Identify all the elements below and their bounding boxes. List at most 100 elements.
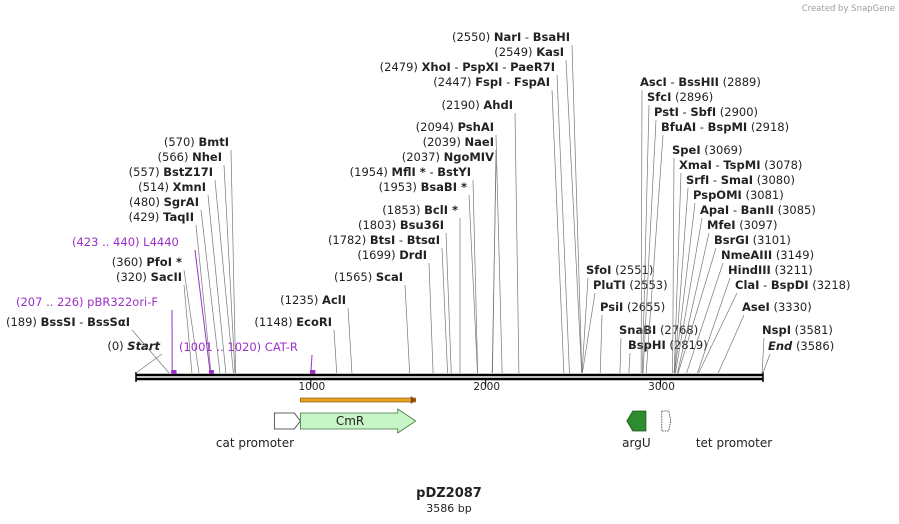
enzyme-site-ahdi[interactable]: (2190) AhdI	[441, 98, 520, 374]
site-connector	[677, 247, 717, 374]
enzyme-site-naei[interactable]: (2039) NaeI	[423, 135, 497, 374]
feature-tet-promoter[interactable]: tet promoter	[661, 410, 772, 450]
site-label: PsiI (2655)	[600, 300, 665, 314]
enzyme-site-snabi[interactable]: SnaBI (2768)	[619, 323, 698, 374]
enzyme-site-asei[interactable]: AseI (3330)	[717, 300, 812, 374]
site-label: BsrGI (3101)	[714, 233, 791, 247]
site-label: (557) BstZ17I	[129, 165, 213, 179]
site-position: (2768)	[660, 323, 698, 337]
feature-cmr[interactable]: CmR	[299, 408, 417, 434]
scale-tick-label: 2000	[473, 381, 500, 393]
site-connector	[230, 149, 237, 374]
orf-bar[interactable]	[300, 397, 417, 403]
feature-arrow	[273, 412, 301, 430]
primer-connector	[194, 249, 211, 372]
enzyme-site-acli[interactable]: (1235) AclI	[280, 293, 353, 374]
site-enzyme-name: PaeR7I	[510, 60, 555, 74]
site-connector	[514, 112, 520, 374]
site-label: SfoI (2551)	[586, 263, 653, 277]
enzyme-site-bstz17i[interactable]: (557) BstZ17I	[129, 165, 234, 374]
enzyme-site-bsrgi[interactable]: BsrGI (3101)	[677, 233, 791, 374]
enzyme-site-xmni[interactable]: (514) XmnI	[138, 180, 227, 374]
enzyme-site-ecori[interactable]: (1148) EcoRI	[254, 315, 338, 374]
enzyme-site-srfi[interactable]: SrfI - SmaI (3080)	[674, 173, 795, 374]
enzyme-site-xmai[interactable]: XmaI - TspMI (3078)	[673, 158, 802, 374]
site-enzyme-name: BsrGI	[714, 233, 749, 247]
site-label: AseI (3330)	[742, 300, 812, 314]
site-connector	[628, 352, 631, 374]
enzyme-site-bfuai[interactable]: BfuAI - BspMI (2918)	[645, 120, 789, 374]
enzyme-site-sfci[interactable]: SfcI (2896)	[642, 90, 713, 374]
enzyme-site-mfei[interactable]: MfeI (3097)	[677, 218, 778, 374]
site-enzyme-name: SbfI	[690, 105, 716, 119]
enzyme-site-sfoi[interactable]: SfoI (2551)	[581, 263, 653, 374]
enzyme-site-pspomi[interactable]: PspOMI (3081)	[674, 188, 784, 374]
primer-cat-r[interactable]: (1001 .. 1020) CAT-R	[179, 340, 316, 374]
enzyme-site-scai[interactable]: (1565) ScaI	[334, 270, 410, 374]
enzyme-site-apai[interactable]: ApaI - BanII (3085)	[675, 203, 816, 374]
site-connector	[468, 194, 478, 374]
enzyme-site-nspi[interactable]: NspI (3581)	[761, 323, 833, 374]
site-enzyme-name: MflI *	[392, 165, 426, 179]
enzyme-site-btsi[interactable]: (1782) BtsI - BtsαI	[328, 233, 448, 374]
enzyme-site-kasi[interactable]: (2549) KasI	[494, 45, 583, 374]
enzyme-site-sgrai[interactable]: (480) SgrAI	[129, 195, 221, 374]
site-position: (3069)	[704, 143, 742, 157]
primer-l4440[interactable]: (423 .. 440) L4440	[72, 235, 214, 374]
site-label: (566) NheI	[158, 150, 222, 164]
site-position: (3101)	[753, 233, 791, 247]
enzyme-site-bcli[interactable]: (1853) BclI *	[382, 203, 461, 374]
site-enzyme-name: PsiI	[600, 300, 623, 314]
primer-bar	[171, 370, 177, 374]
enzyme-site-nmeaiii[interactable]: NmeAIII (3149)	[686, 248, 814, 374]
primer-pbr322ori-f[interactable]: (207 .. 226) pBR322ori-F	[16, 295, 177, 374]
site-label: BspHI (2819)	[628, 338, 708, 352]
enzyme-site-hindiii[interactable]: HindIII (3211)	[697, 263, 813, 374]
site-connector	[645, 134, 664, 374]
site-label: MfeI (3097)	[707, 218, 777, 232]
site-label: (360) PfoI *	[112, 255, 182, 269]
scale-tick-label: 1000	[298, 381, 325, 393]
enzyme-site-xhoi[interactable]: (2479) XhoI - PspXI - PaeR7I	[380, 60, 570, 374]
feature-argu[interactable]: argU	[622, 410, 651, 450]
site-position: (1953)	[379, 180, 417, 194]
site-position: (1803)	[358, 218, 396, 232]
enzyme-site-psti[interactable]: PstI - SbfI (2900)	[642, 105, 758, 374]
site-label: SnaBI (2768)	[619, 323, 698, 337]
enzyme-site-mfli[interactable]: (1954) MflI * - BstYI	[350, 165, 479, 374]
site-connector	[673, 172, 682, 374]
enzyme-site-pluti[interactable]: PluTI (2553)	[582, 278, 668, 374]
site-connector	[619, 337, 622, 374]
site-position: -	[429, 165, 433, 179]
site-position: (429)	[128, 210, 159, 224]
enzyme-site-end[interactable]: End (3586)	[762, 339, 834, 374]
enzyme-site-bmti[interactable]: (570) BmtI	[164, 135, 237, 374]
enzyme-site-bsu36i[interactable]: (1803) Bsu36I	[358, 218, 452, 374]
site-enzyme-name: BclI *	[424, 203, 458, 217]
enzyme-site-bsabi[interactable]: (1953) BsaBI *	[379, 180, 478, 374]
enzyme-site-start[interactable]: (0) Start	[107, 339, 163, 374]
enzyme-site-asci[interactable]: AscI - BssHII (2889)	[640, 75, 761, 374]
site-position: (2550)	[452, 30, 490, 44]
enzyme-site-spei[interactable]: SpeI (3069)	[672, 143, 743, 374]
site-position: (570)	[164, 135, 195, 149]
enzyme-site-nhei[interactable]: (566) NheI	[158, 150, 236, 374]
site-enzyme-name: TaqII	[163, 210, 194, 224]
enzyme-site-fspi[interactable]: (2447) FspI - FspAI	[433, 75, 565, 374]
enzyme-site-bsssi[interactable]: (189) BssSI - BssSαI	[6, 315, 170, 374]
site-enzyme-name: BspHI	[628, 338, 666, 352]
enzyme-site-psii[interactable]: PsiI (2655)	[599, 300, 665, 374]
enzyme-site-pfoi[interactable]: (360) PfoI *	[112, 255, 200, 374]
site-position: (1565)	[334, 270, 372, 284]
primer-connector	[310, 354, 313, 372]
enzyme-site-pshai[interactable]: (2094) PshAI	[416, 120, 503, 374]
enzyme-site-taqii[interactable]: (429) TaqII	[128, 210, 212, 374]
site-connector	[599, 314, 603, 374]
enzyme-site-bsphi[interactable]: BspHI (2819)	[628, 338, 708, 374]
site-position: (514)	[138, 180, 169, 194]
enzyme-site-sacii[interactable]: (320) SacII	[116, 270, 193, 374]
enzyme-site-clai[interactable]: ClaI - BspDI (3218)	[698, 278, 851, 374]
enzyme-site-nari[interactable]: (2550) NarI - BsaHI	[452, 30, 583, 374]
feature-cat-promoter[interactable]: cat promoter	[216, 412, 301, 450]
enzyme-site-drdi[interactable]: (1699) DrdI	[357, 248, 434, 374]
